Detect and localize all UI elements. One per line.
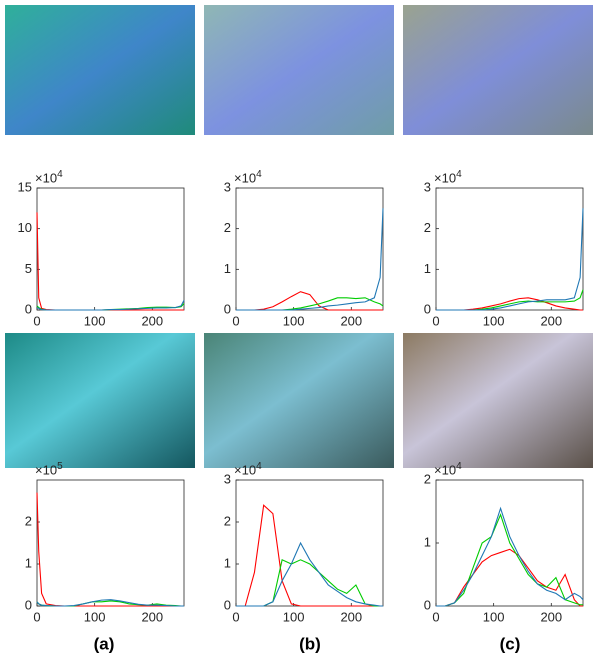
histogram-line: [36, 599, 184, 607]
y-tick-label: 0: [25, 301, 32, 316]
photo: [5, 333, 195, 468]
y-tick-label: 1: [25, 555, 32, 570]
panel-label: (c): [500, 634, 521, 653]
y-tick-label: 1: [424, 261, 431, 276]
panel-label: (b): [299, 634, 321, 653]
y-tick-label: 2: [424, 471, 431, 486]
y-scale-label: ×104: [434, 461, 462, 478]
y-tick-label: 2: [224, 513, 231, 528]
histogram-line: [36, 299, 185, 311]
y-scale-exponent: 4: [456, 461, 462, 472]
y-tick-label: 1: [224, 261, 231, 276]
photo: [204, 5, 394, 135]
x-tick-label: 0: [432, 609, 439, 624]
y-tick-label: 2: [25, 513, 32, 528]
plot-frame: [36, 479, 185, 607]
plot-frame: [235, 187, 384, 311]
x-tick-label: 200: [340, 609, 362, 624]
x-tick-label: 200: [340, 313, 362, 328]
photo: [403, 5, 593, 135]
y-tick-label: 1: [224, 555, 231, 570]
x-tick-label: 100: [283, 609, 305, 624]
photo: [403, 333, 593, 468]
x-tick-label: 200: [540, 313, 562, 328]
y-scale-exponent: 4: [57, 169, 63, 180]
y-scale-exponent: 4: [256, 169, 262, 180]
y-tick-label: 0: [224, 597, 231, 612]
x-tick-label: 0: [432, 313, 439, 328]
plot-frame: [235, 479, 384, 607]
y-tick-label: 0: [25, 597, 32, 612]
histogram-line: [436, 506, 584, 607]
x-tick-label: 200: [141, 609, 163, 624]
y-tick-label: 2: [224, 220, 231, 235]
y-tick-label: 3: [224, 179, 231, 194]
x-tick-label: 100: [483, 313, 505, 328]
x-tick-label: 0: [232, 313, 239, 328]
y-scale-label: ×104: [35, 169, 63, 186]
x-tick-label: 200: [141, 313, 163, 328]
x-tick-label: 0: [232, 609, 239, 624]
photo: [5, 5, 195, 135]
x-tick-label: 100: [84, 313, 106, 328]
y-scale-exponent: 4: [456, 169, 462, 180]
x-tick-label: 0: [33, 313, 40, 328]
histogram-line: [236, 541, 383, 607]
photo: [204, 333, 394, 468]
histogram-line: [436, 208, 584, 311]
x-tick-label: 100: [84, 609, 106, 624]
y-scale-label: ×105: [35, 461, 63, 478]
y-tick-label: 3: [224, 471, 231, 486]
y-tick-label: 3: [424, 179, 431, 194]
y-tick-label: 0: [424, 301, 431, 316]
y-scale-label: ×104: [234, 461, 262, 478]
x-tick-label: 100: [283, 313, 305, 328]
y-tick-label: 1: [424, 534, 431, 549]
y-tick-label: 5: [25, 261, 32, 276]
histogram-line: [236, 504, 383, 607]
plot-frame: [435, 187, 584, 311]
x-tick-label: 100: [483, 609, 505, 624]
y-scale-exponent: 4: [256, 461, 262, 472]
plot-frame: [36, 187, 185, 311]
y-tick-label: 2: [424, 220, 431, 235]
x-tick-label: 0: [33, 609, 40, 624]
y-scale-exponent: 5: [57, 461, 63, 472]
y-scale-label: ×104: [434, 169, 462, 186]
y-tick-label: 0: [224, 301, 231, 316]
x-tick-label: 200: [540, 609, 562, 624]
panel-label: (a): [94, 634, 115, 653]
y-scale-label: ×104: [234, 169, 262, 186]
y-tick-label: 10: [18, 220, 32, 235]
histogram-line: [236, 208, 384, 311]
y-tick-label: 0: [424, 597, 431, 612]
y-tick-label: 15: [18, 179, 32, 194]
